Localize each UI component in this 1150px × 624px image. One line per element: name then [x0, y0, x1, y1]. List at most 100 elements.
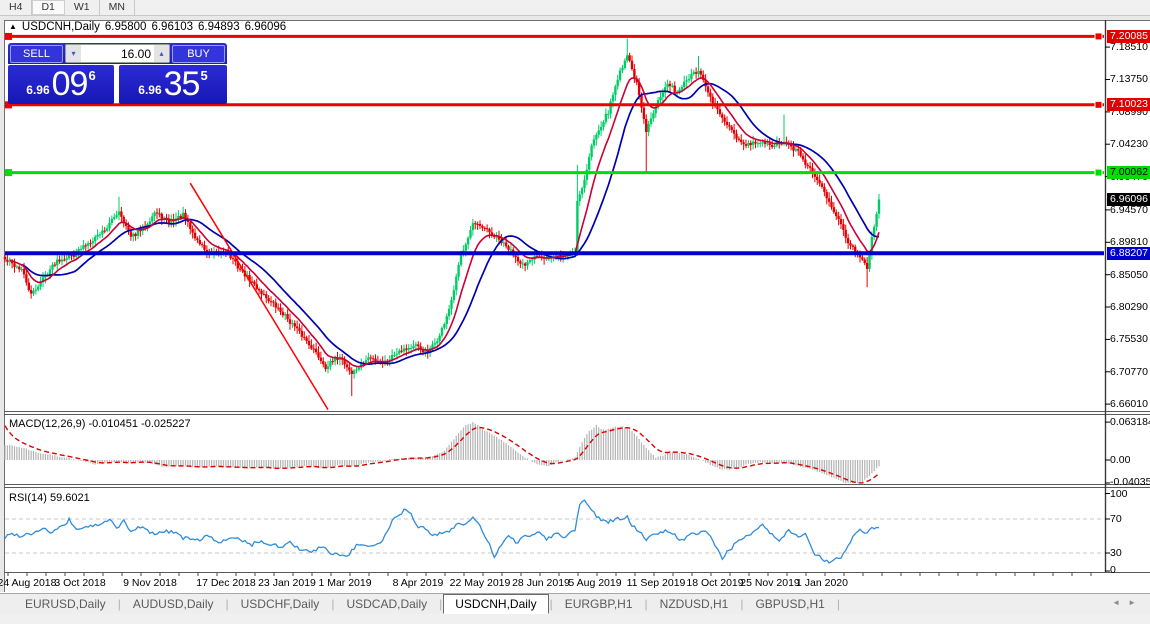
- candle-body: [704, 79, 707, 87]
- candle-body: [440, 327, 444, 336]
- symbol-tab-audusd-daily[interactable]: AUDUSD,Daily: [132, 597, 214, 611]
- sell-price-big: 09: [51, 65, 89, 103]
- line-right-handle[interactable]: [1094, 32, 1103, 41]
- timeframe-tab-h4[interactable]: H4: [0, 0, 33, 15]
- candle-body: [34, 289, 38, 291]
- candle-body: [196, 238, 199, 240]
- candle-body: [236, 261, 239, 269]
- candle-body: [132, 233, 135, 237]
- candle-body: [37, 286, 40, 290]
- candle-body: [806, 164, 809, 167]
- candle-body: [56, 259, 59, 266]
- sell-price-display[interactable]: 6.96 09 6: [8, 65, 114, 104]
- candle-body: [67, 254, 71, 259]
- candle-body: [253, 281, 256, 285]
- candle-body: [630, 60, 634, 69]
- sell-button[interactable]: SELL: [10, 44, 63, 63]
- buy-price-sup: 5: [200, 68, 208, 83]
- symbol-tab-usdcad-daily[interactable]: USDCAD,Daily: [346, 597, 428, 611]
- candle-body: [592, 139, 596, 146]
- line-left-handle[interactable]: [5, 169, 12, 177]
- timeframe-tab-mn[interactable]: MN: [100, 0, 135, 15]
- volume-increase-button[interactable]: ▴: [154, 45, 169, 62]
- candle-body: [272, 301, 275, 303]
- price-level-badge: 6.88207: [1107, 247, 1150, 260]
- candle-body: [295, 326, 299, 329]
- buy-price-display[interactable]: 6.96 35 5: [119, 65, 227, 104]
- candle-body: [535, 256, 539, 258]
- candle-body: [654, 107, 657, 114]
- date-tick-label: 8 Apr 2019: [392, 577, 444, 589]
- candle-body: [830, 201, 833, 208]
- candle-body: [588, 157, 591, 170]
- candle-body: [115, 215, 118, 218]
- candle-body: [763, 142, 767, 144]
- symbol-tab-usdchf-daily[interactable]: USDCHF,Daily: [240, 597, 320, 611]
- line-left-handle[interactable]: [5, 101, 12, 109]
- candle-body: [72, 255, 76, 257]
- candle-body: [664, 87, 667, 93]
- candle-body: [751, 141, 755, 145]
- chart-title-row: ▲ USDCNH,Daily 6.95800 6.96103 6.94893 6…: [9, 21, 286, 33]
- candle-body: [105, 228, 109, 231]
- candle-body: [181, 212, 185, 219]
- tab-separator: |: [117, 597, 121, 611]
- candle-body: [521, 263, 524, 265]
- candle-body: [737, 138, 741, 140]
- candle-body: [554, 255, 558, 257]
- candle-body: [673, 85, 676, 92]
- timeframe-toolbar: H4 D1 W1 MN: [0, 0, 1150, 16]
- line-right-handle[interactable]: [1094, 100, 1103, 109]
- candle-body: [645, 118, 648, 132]
- candle-body: [414, 344, 418, 346]
- candle-body: [395, 353, 399, 355]
- candle-body: [709, 92, 712, 97]
- candle-body: [599, 126, 603, 131]
- candle-body: [29, 290, 33, 294]
- symbol-tab-eurusd-daily[interactable]: EURUSD,Daily: [25, 597, 106, 611]
- descending-trendline[interactable]: [189, 182, 329, 410]
- date-tick-label: 17 Dec 2018: [196, 577, 256, 589]
- candle-body: [485, 228, 489, 230]
- candle-body: [735, 133, 738, 139]
- symbol-tab-nzdusd-h1[interactable]: NZDUSD,H1: [659, 597, 729, 611]
- volume-decrease-button[interactable]: ▾: [66, 45, 81, 62]
- timeframe-tab-d1[interactable]: D1: [32, 0, 65, 15]
- candle-body: [60, 259, 64, 262]
- candle-body: [300, 330, 304, 337]
- candle-body: [398, 350, 401, 354]
- candle-body: [314, 348, 318, 353]
- candle-body: [25, 274, 28, 283]
- candle-body: [652, 113, 655, 119]
- timeframe-tab-w1[interactable]: W1: [65, 0, 100, 15]
- macd-signal-line: [4, 425, 880, 484]
- candle-body: [151, 216, 154, 222]
- candle-body: [697, 70, 700, 74]
- candle-body: [699, 70, 703, 75]
- tab-scroll-right-icon[interactable]: ►: [1128, 598, 1144, 607]
- candle-body: [694, 72, 698, 74]
- candle-body: [424, 350, 427, 353]
- symbol-tab-eurgbp-h1[interactable]: EURGBP,H1: [564, 597, 633, 611]
- candle-body: [286, 314, 289, 320]
- line-left-handle[interactable]: [5, 32, 12, 40]
- symbol-tab-gbpusd-h1[interactable]: GBPUSD,H1: [755, 597, 825, 611]
- candle-body: [15, 266, 19, 268]
- price-tick-label: 7.18510: [1110, 41, 1148, 53]
- ohlc-open: 6.95800: [104, 21, 147, 33]
- candle-body: [813, 172, 817, 177]
- volume-input[interactable]: [81, 45, 154, 62]
- candle-body: [419, 346, 422, 350]
- one-click-trading-panel: SELL ▾ ▴ BUY 6.96 09 6 6.96 35 5: [8, 43, 227, 104]
- tab-scroll-arrows: ◄►: [1112, 598, 1144, 607]
- line-right-handle[interactable]: [1094, 168, 1103, 177]
- candle-body: [291, 323, 294, 325]
- candle-body: [578, 194, 581, 201]
- candle-body: [585, 169, 589, 180]
- date-tick-label: 28 Jun 2019: [512, 577, 570, 589]
- symbol-tab-usdcnh-daily[interactable]: USDCNH,Daily: [443, 594, 549, 614]
- buy-button[interactable]: BUY: [172, 44, 225, 63]
- tab-scroll-left-icon[interactable]: ◄: [1112, 598, 1129, 607]
